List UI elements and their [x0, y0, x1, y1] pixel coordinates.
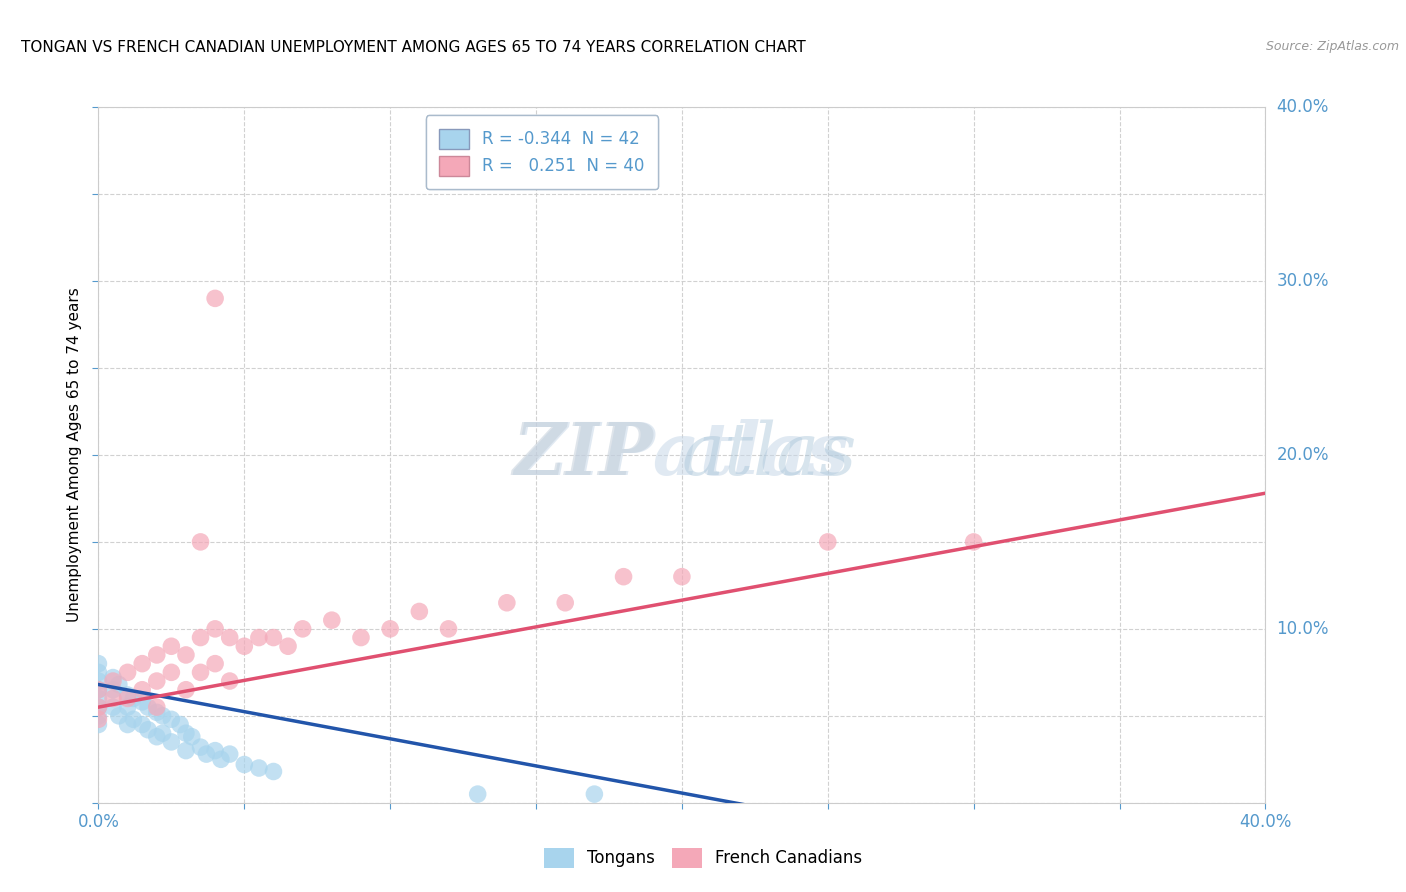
Legend: Tongans, French Canadians: Tongans, French Canadians	[537, 841, 869, 875]
Point	[117, 700, 139, 714]
Point	[204, 744, 226, 758]
Point	[437, 622, 460, 636]
Point	[117, 688, 139, 702]
Point	[160, 735, 183, 749]
Point	[554, 596, 576, 610]
Point	[146, 700, 169, 714]
Point	[174, 682, 197, 697]
Text: 40.0%: 40.0%	[1277, 98, 1329, 116]
Text: ZIP: ZIP	[512, 419, 654, 491]
Point	[583, 787, 606, 801]
Point	[174, 726, 197, 740]
Point	[291, 622, 314, 636]
Point	[195, 747, 218, 761]
Point	[233, 639, 256, 653]
Point	[378, 622, 402, 636]
Point	[190, 740, 212, 755]
Point	[131, 657, 153, 671]
Text: ZIPatlas: ZIPatlas	[515, 419, 849, 491]
Point	[612, 570, 634, 584]
Point	[321, 613, 343, 627]
Text: 20.0%: 20.0%	[1277, 446, 1329, 464]
Point	[218, 674, 240, 689]
Point	[262, 631, 284, 645]
Point	[174, 744, 197, 758]
Point	[160, 639, 183, 653]
Point	[122, 712, 145, 726]
Point	[247, 631, 270, 645]
Point	[87, 717, 110, 731]
Point	[87, 682, 110, 697]
Point	[467, 787, 489, 801]
Point	[218, 631, 240, 645]
Point	[117, 717, 139, 731]
Point	[87, 700, 110, 714]
Text: TONGAN VS FRENCH CANADIAN UNEMPLOYMENT AMONG AGES 65 TO 74 YEARS CORRELATION CHA: TONGAN VS FRENCH CANADIAN UNEMPLOYMENT A…	[21, 40, 806, 55]
Point	[87, 665, 110, 680]
Point	[152, 726, 174, 740]
Point	[204, 657, 226, 671]
Point	[204, 291, 226, 305]
Text: 30.0%: 30.0%	[1277, 272, 1329, 290]
Point	[146, 648, 169, 662]
Point	[262, 764, 284, 779]
Point	[101, 691, 124, 706]
Legend: R = -0.344  N = 42, R =   0.251  N = 40: R = -0.344 N = 42, R = 0.251 N = 40	[426, 115, 658, 189]
Point	[174, 648, 197, 662]
Point	[190, 534, 212, 549]
Point	[233, 757, 256, 772]
Point	[101, 700, 124, 714]
Point	[169, 717, 191, 731]
Point	[108, 677, 131, 691]
Point	[817, 534, 839, 549]
Point	[190, 631, 212, 645]
Point	[160, 665, 183, 680]
Point	[146, 674, 169, 689]
Point	[131, 717, 153, 731]
Point	[87, 682, 110, 697]
Point	[101, 674, 124, 689]
Point	[87, 700, 110, 714]
Point	[247, 761, 270, 775]
Point	[87, 657, 110, 671]
Point	[136, 700, 159, 714]
Point	[101, 682, 124, 697]
Point	[117, 691, 139, 706]
Point	[152, 708, 174, 723]
Point	[146, 706, 169, 720]
Point	[108, 708, 131, 723]
Point	[204, 622, 226, 636]
Point	[180, 730, 202, 744]
Point	[160, 712, 183, 726]
Point	[350, 631, 373, 645]
Point	[190, 665, 212, 680]
Point	[495, 596, 517, 610]
Point	[101, 671, 124, 685]
Y-axis label: Unemployment Among Ages 65 to 74 years: Unemployment Among Ages 65 to 74 years	[66, 287, 82, 623]
Point	[209, 752, 232, 766]
Point	[277, 639, 299, 653]
Text: Source: ZipAtlas.com: Source: ZipAtlas.com	[1265, 40, 1399, 54]
Point	[408, 605, 430, 619]
Point	[131, 682, 153, 697]
Point	[122, 691, 145, 706]
Point	[87, 674, 110, 689]
Point	[117, 665, 139, 680]
Text: 10.0%: 10.0%	[1277, 620, 1329, 638]
Point	[671, 570, 693, 584]
Point	[962, 534, 984, 549]
Point	[131, 695, 153, 709]
Text: atlas: atlas	[682, 419, 858, 491]
Point	[146, 730, 169, 744]
Point	[87, 691, 110, 706]
Point	[218, 747, 240, 761]
Point	[136, 723, 159, 737]
Point	[87, 712, 110, 726]
Point	[87, 708, 110, 723]
